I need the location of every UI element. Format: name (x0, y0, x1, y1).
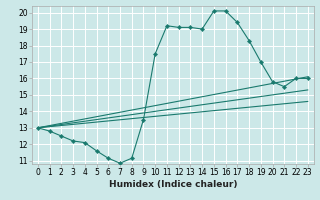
X-axis label: Humidex (Indice chaleur): Humidex (Indice chaleur) (108, 180, 237, 189)
